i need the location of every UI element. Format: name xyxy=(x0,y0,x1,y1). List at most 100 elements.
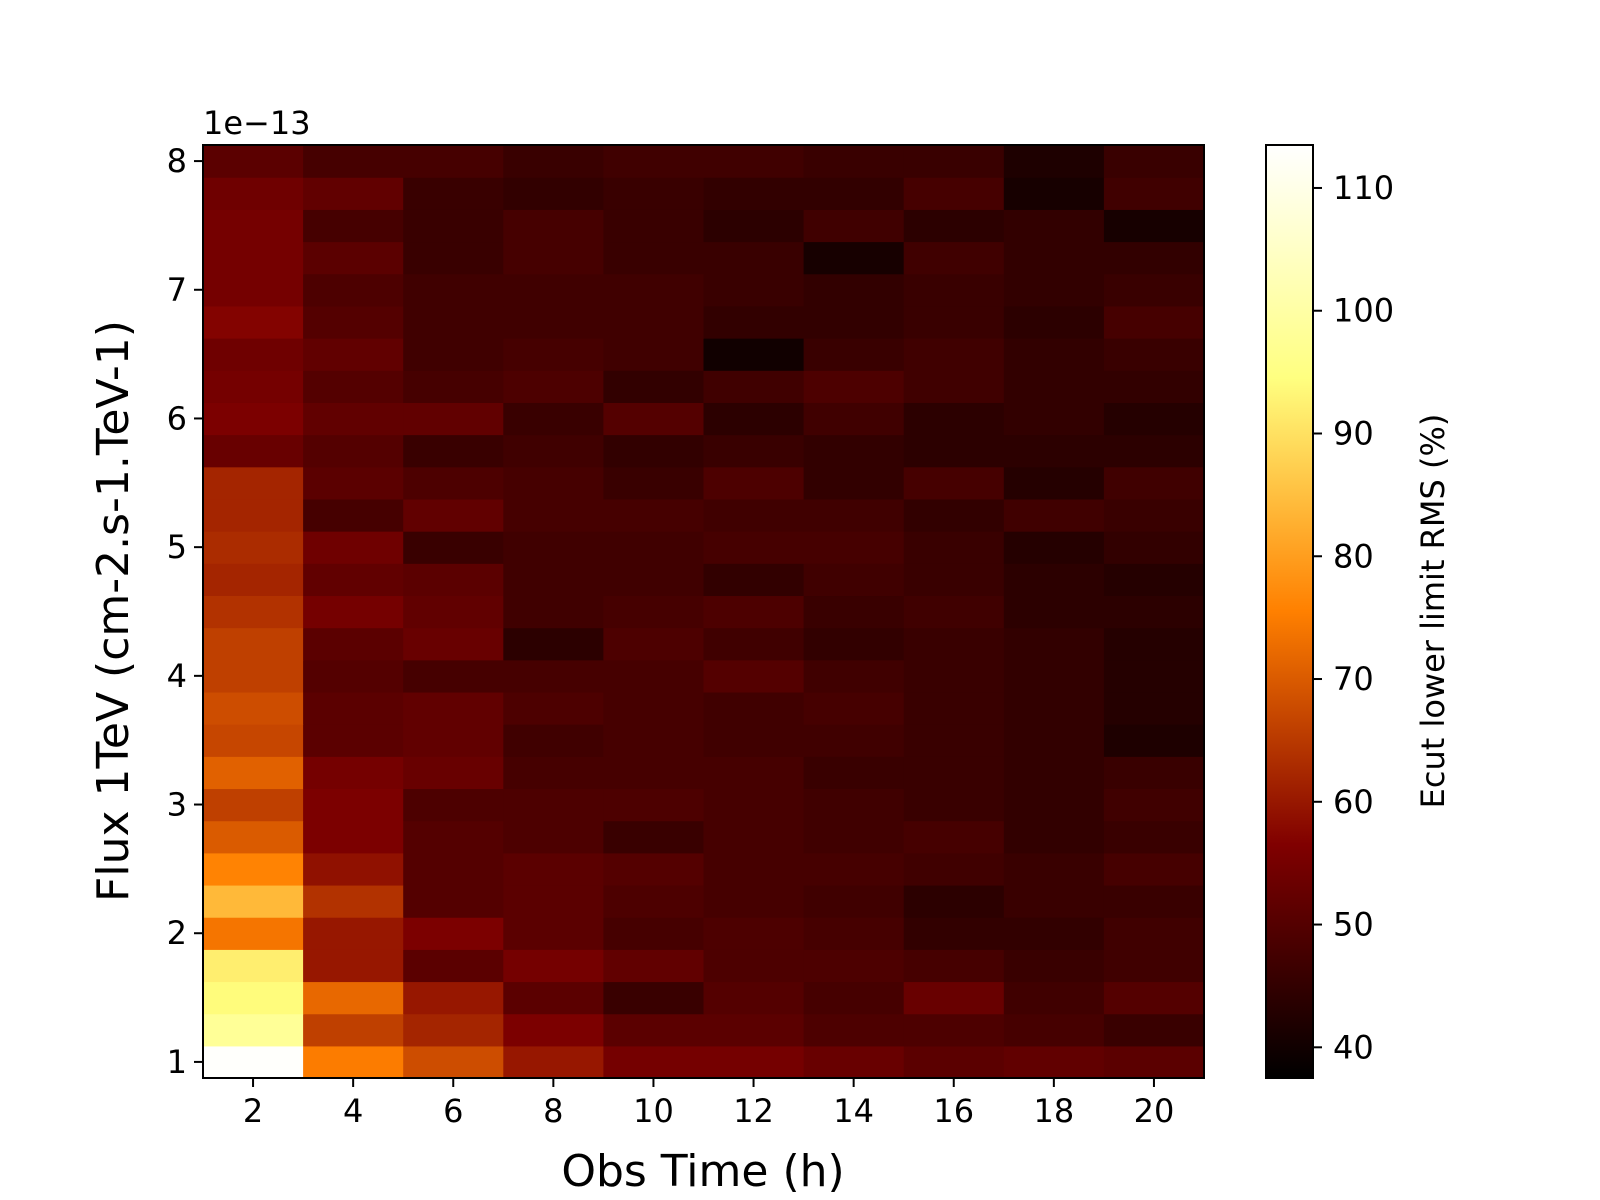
x-axis-ticks: 2 4 6 8 10 12 14 16 18 20 xyxy=(243,1078,1174,1130)
heatmap-cell xyxy=(1003,788,1105,822)
heatmap-cell xyxy=(703,595,805,629)
heatmap-cell xyxy=(503,852,604,886)
heatmap-cell xyxy=(903,273,1005,307)
heatmap-cell xyxy=(1003,595,1105,629)
y-axis-title: Flux 1TeV (cm-2.s-1.TeV-1) xyxy=(88,320,139,902)
heatmap-cell xyxy=(703,338,805,371)
heatmap-cell xyxy=(503,884,604,918)
heatmap-cell xyxy=(403,627,504,661)
heatmap-cell xyxy=(303,466,404,500)
heatmap-cell xyxy=(503,917,604,950)
heatmap-cell xyxy=(1003,627,1105,661)
heatmap-cell xyxy=(503,209,604,243)
heatmap-cell xyxy=(1103,273,1205,307)
heatmap-cell xyxy=(803,434,905,468)
heatmap-cell xyxy=(503,273,604,307)
heatmap-cell xyxy=(603,563,705,597)
heatmap-cell xyxy=(1103,466,1205,500)
heatmap-cell xyxy=(203,595,304,629)
heatmap-cell xyxy=(1103,659,1205,693)
y-tick-label: 4 xyxy=(167,657,187,695)
heatmap-cell xyxy=(303,402,404,436)
heatmap-cell xyxy=(303,241,404,275)
heatmap-cell xyxy=(503,820,604,854)
heatmap-cell xyxy=(803,884,905,918)
heatmap-cell xyxy=(203,305,304,339)
heatmap-cell xyxy=(303,949,404,983)
heatmap-cell xyxy=(1003,724,1105,757)
colorbar-tick-label: 110 xyxy=(1333,169,1394,207)
heatmap-cell xyxy=(1003,531,1105,564)
heatmap-cell xyxy=(803,691,905,725)
heatmap-cell xyxy=(1103,917,1205,950)
heatmap-cell xyxy=(1003,498,1105,532)
heatmap-cell xyxy=(303,595,404,629)
heatmap-cell xyxy=(703,627,805,661)
heatmap-cell xyxy=(203,1045,304,1079)
colorbar xyxy=(1265,144,1314,1079)
heatmap-cell xyxy=(503,338,604,371)
heatmap-cell xyxy=(803,305,905,339)
heatmap-cell xyxy=(1103,241,1205,275)
colorbar-tick-label: 80 xyxy=(1333,537,1374,575)
heatmap-cell xyxy=(703,145,805,178)
y-tick-label: 3 xyxy=(167,786,187,824)
heatmap-cell xyxy=(1103,434,1205,468)
heatmap-cell xyxy=(903,949,1005,983)
heatmap-cell xyxy=(503,145,604,178)
x-tick-label: 12 xyxy=(733,1092,774,1130)
heatmap-cell xyxy=(503,627,604,661)
heatmap-cell xyxy=(1103,756,1205,790)
y-tick-label: 1 xyxy=(167,1043,187,1081)
heatmap-cell xyxy=(403,338,504,371)
heatmap-cell xyxy=(303,305,404,339)
heatmap-cell xyxy=(703,531,805,564)
heatmap-cell xyxy=(403,498,504,532)
heatmap-cell xyxy=(803,756,905,790)
heatmap-cell xyxy=(603,627,705,661)
heatmap-cell xyxy=(303,1013,404,1047)
heatmap-cell xyxy=(1003,338,1105,371)
heatmap-cell xyxy=(503,724,604,757)
heatmap-cell xyxy=(803,370,905,403)
heatmap-cell xyxy=(303,338,404,371)
heatmap-cell xyxy=(303,917,404,950)
y-tick-label: 2 xyxy=(167,914,187,952)
y-tick-label: 6 xyxy=(167,399,187,437)
heatmap-cell xyxy=(503,531,604,564)
heatmap-cell xyxy=(303,531,404,564)
heatmap-cell xyxy=(303,145,404,178)
heatmap-cell xyxy=(1103,627,1205,661)
y-offset-label: 1e−13 xyxy=(203,104,311,142)
heatmap-cell xyxy=(1003,402,1105,436)
heatmap-cell xyxy=(903,595,1005,629)
y-tick-label: 7 xyxy=(167,271,187,309)
heatmap-cell xyxy=(703,724,805,757)
heatmap-cell xyxy=(403,659,504,693)
heatmap-cell xyxy=(703,177,805,210)
heatmap-cell xyxy=(603,370,705,403)
heatmap-cell xyxy=(403,370,504,403)
heatmap-cell xyxy=(603,1013,705,1047)
heatmap-cell xyxy=(303,691,404,725)
heatmap-cell xyxy=(603,691,705,725)
heatmap-cell xyxy=(703,273,805,307)
colorbar-tick-label: 40 xyxy=(1333,1028,1374,1066)
heatmap-cell xyxy=(303,884,404,918)
heatmap-cell xyxy=(303,981,404,1015)
heatmap-cell xyxy=(603,209,705,243)
heatmap-cell xyxy=(803,273,905,307)
heatmap-cell xyxy=(1103,402,1205,436)
heatmap-cell xyxy=(603,338,705,371)
heatmap-cell xyxy=(203,563,304,597)
heatmap-cell xyxy=(203,820,304,854)
heatmap-cell xyxy=(803,917,905,950)
heatmap-cell xyxy=(903,563,1005,597)
heatmap-cell xyxy=(1003,756,1105,790)
heatmap-cell xyxy=(803,1013,905,1047)
heatmap-cell xyxy=(903,338,1005,371)
x-tick-label: 2 xyxy=(243,1092,263,1130)
heatmap-cell xyxy=(903,531,1005,564)
heatmap-cell xyxy=(503,434,604,468)
heatmap-cell xyxy=(203,788,304,822)
